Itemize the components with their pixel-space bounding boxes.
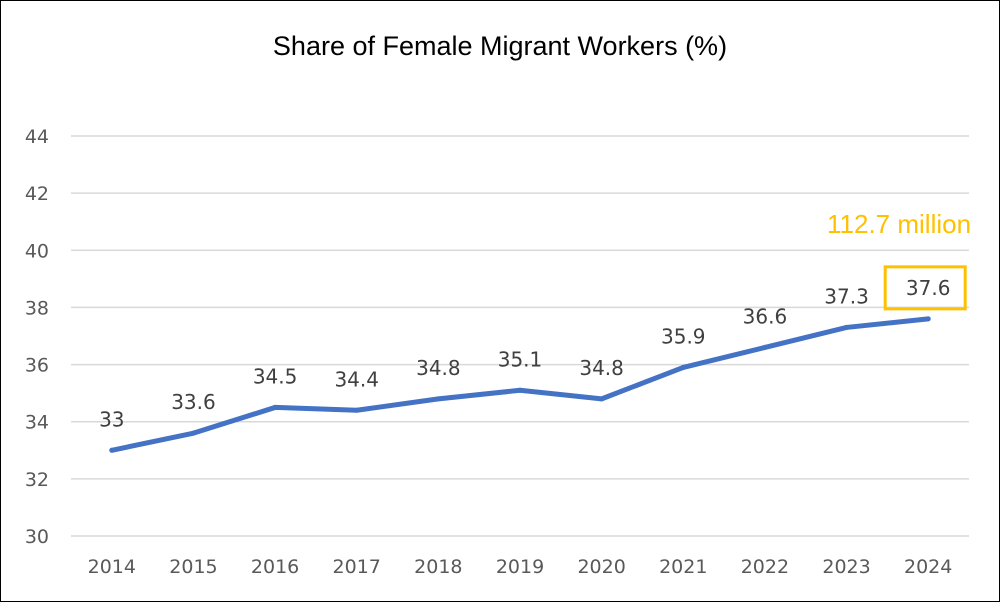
x-tick-label: 2024 (904, 556, 952, 578)
y-tick-label: 36 (25, 355, 49, 377)
x-tick-label: 2022 (741, 556, 789, 578)
data-label: 34.4 (334, 367, 379, 391)
data-point (272, 404, 278, 410)
data-label: 34.8 (579, 356, 624, 380)
data-point (109, 447, 115, 453)
data-point (599, 396, 605, 402)
x-tick-label: 2015 (169, 556, 217, 578)
y-tick-label: 40 (25, 240, 49, 262)
data-label: 35.9 (661, 324, 706, 348)
data-label: 37.3 (824, 284, 869, 308)
data-label: 33.6 (171, 390, 216, 414)
y-tick-label: 32 (25, 469, 49, 491)
y-tick-label: 38 (25, 297, 49, 319)
x-tick-label: 2019 (496, 556, 544, 578)
y-tick-label: 44 (25, 126, 49, 148)
chart-title: Share of Female Migrant Workers (%) (272, 31, 728, 61)
data-point (762, 344, 768, 350)
data-point (435, 396, 441, 402)
callout-annotation: 112.7 million (827, 209, 972, 239)
y-tick-label: 42 (25, 183, 49, 205)
data-point (354, 407, 360, 413)
data-point (517, 387, 523, 393)
data-point (844, 324, 850, 330)
x-tick-label: 2018 (414, 556, 462, 578)
x-tick-label: 2017 (333, 556, 381, 578)
x-tick-label: 2020 (577, 556, 625, 578)
x-tick-label: 2021 (659, 556, 707, 578)
data-label: 37.6 (906, 276, 951, 300)
y-tick-label: 30 (25, 526, 49, 548)
series-line (109, 316, 931, 453)
data-point (190, 430, 196, 436)
highlight-box (883, 265, 967, 311)
data-label: 34.8 (416, 356, 461, 380)
y-tick-label: 34 (25, 412, 49, 434)
x-tick-label: 2023 (822, 556, 870, 578)
data-label: 33 (99, 407, 124, 431)
data-point (925, 316, 931, 322)
x-tick-label: 2016 (251, 556, 299, 578)
data-label: 34.5 (253, 364, 298, 388)
data-label: 35.1 (498, 347, 543, 371)
data-point (680, 364, 686, 370)
x-tick-label: 2014 (88, 556, 136, 578)
data-label: 36.6 (743, 304, 788, 328)
